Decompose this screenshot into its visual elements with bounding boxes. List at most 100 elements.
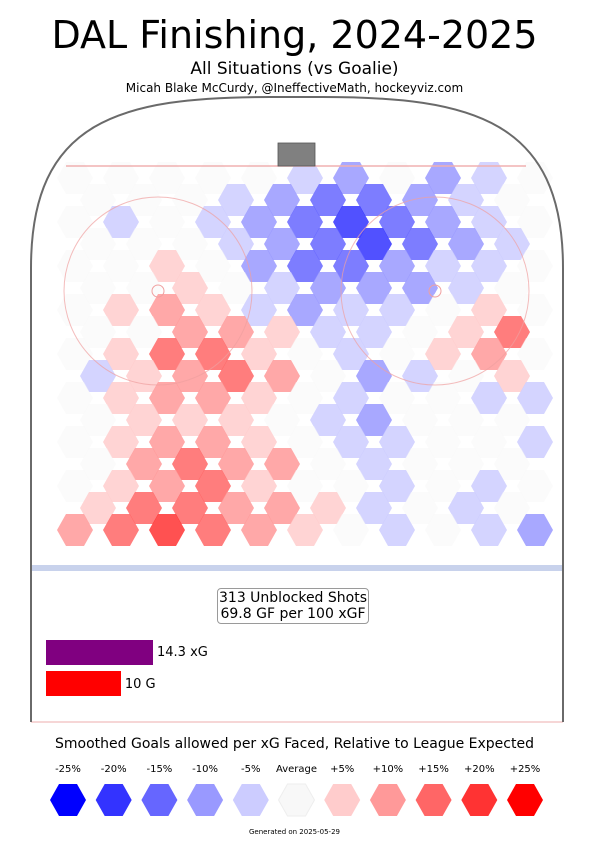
heat-hex — [218, 360, 254, 392]
heat-hex — [425, 294, 461, 326]
heat-hex — [264, 184, 300, 216]
heat-hex — [402, 448, 438, 480]
heat-hex — [333, 514, 369, 546]
heat-hex — [356, 492, 392, 524]
heat-hex — [126, 316, 162, 348]
heat-hex — [356, 184, 392, 216]
heat-hex — [126, 448, 162, 480]
heat-hex — [379, 426, 415, 458]
legend-swatch — [369, 784, 406, 816]
heat-hex — [448, 448, 484, 480]
heat-hex — [149, 426, 185, 458]
heat-hex — [402, 404, 438, 436]
heat-hex — [494, 316, 530, 348]
heat-hex — [471, 470, 507, 502]
legend-label: -10% — [192, 764, 219, 775]
heat-hex — [287, 294, 323, 326]
heat-hex — [310, 404, 346, 436]
heat-hex — [379, 470, 415, 502]
heat-hex — [241, 382, 277, 414]
legend-label: -25% — [55, 764, 81, 775]
heat-hex — [310, 272, 346, 304]
heat-hex — [57, 294, 93, 326]
heat-hex — [310, 360, 346, 392]
heat-hex — [287, 470, 323, 502]
heat-hex — [80, 272, 116, 304]
heat-hex — [103, 382, 139, 414]
heat-hex — [333, 338, 369, 370]
heat-hex — [57, 206, 93, 238]
heat-hex — [425, 162, 461, 194]
heat-hex — [517, 250, 553, 282]
heat-hex — [448, 184, 484, 216]
heat-hex — [195, 294, 231, 326]
heat-hex — [218, 316, 254, 348]
heat-hex — [103, 294, 139, 326]
heat-hex — [241, 426, 277, 458]
legend-label: +5% — [330, 764, 355, 775]
generated-note: Generated on 2025-05-29 — [249, 828, 340, 836]
heat-hex — [80, 404, 116, 436]
heat-hex — [425, 426, 461, 458]
heat-hex — [448, 272, 484, 304]
heat-hex — [149, 470, 185, 502]
heat-hex — [218, 404, 254, 436]
heat-hex — [172, 184, 208, 216]
heat-hex — [80, 492, 116, 524]
heat-hex — [402, 272, 438, 304]
legend-label: +15% — [418, 764, 449, 775]
legend-label: +20% — [463, 764, 495, 775]
heat-hex — [149, 514, 185, 546]
heat-hex — [264, 228, 300, 260]
heat-hex — [517, 338, 553, 370]
heat-hex — [172, 448, 208, 480]
heat-hex — [494, 272, 530, 304]
heat-hex — [172, 316, 208, 348]
heat-hex — [287, 426, 323, 458]
heat-hex — [356, 272, 392, 304]
heat-hex — [517, 514, 553, 546]
heat-hex — [379, 206, 415, 238]
heat-hex — [310, 492, 346, 524]
heat-hex — [57, 426, 93, 458]
heat-hex — [310, 228, 346, 260]
hex-heatmap — [57, 162, 553, 546]
heat-hex — [379, 338, 415, 370]
heat-hex — [241, 514, 277, 546]
heat-hex — [287, 206, 323, 238]
heat-hex — [195, 162, 231, 194]
heat-hex — [471, 294, 507, 326]
heat-hex — [356, 316, 392, 348]
heat-hex — [218, 272, 254, 304]
heat-hex — [241, 294, 277, 326]
heat-hex — [149, 250, 185, 282]
gf-rate: 69.8 GF per 100 xGF — [220, 606, 366, 622]
heat-hex — [448, 360, 484, 392]
heat-hex — [517, 294, 553, 326]
heat-hex — [126, 272, 162, 304]
heat-hex — [379, 294, 415, 326]
heat-hex — [126, 184, 162, 216]
heat-hex — [103, 426, 139, 458]
heat-hex — [379, 514, 415, 546]
goals-bar — [46, 671, 121, 696]
heat-hex — [517, 206, 553, 238]
legend-swatch — [415, 784, 452, 816]
heat-hex — [471, 382, 507, 414]
heat-hex — [402, 316, 438, 348]
heat-hex — [241, 470, 277, 502]
heat-hex — [126, 228, 162, 260]
heat-hex — [149, 382, 185, 414]
heat-hex — [448, 228, 484, 260]
heat-hex — [287, 514, 323, 546]
heat-hex — [333, 470, 369, 502]
heat-hex — [241, 162, 277, 194]
heat-hex — [448, 492, 484, 524]
heat-hex — [494, 360, 530, 392]
heat-hex — [379, 162, 415, 194]
heat-hex — [425, 338, 461, 370]
heat-hex — [57, 162, 93, 194]
heat-hex — [149, 294, 185, 326]
heat-hex — [494, 184, 530, 216]
heat-hex — [379, 250, 415, 282]
